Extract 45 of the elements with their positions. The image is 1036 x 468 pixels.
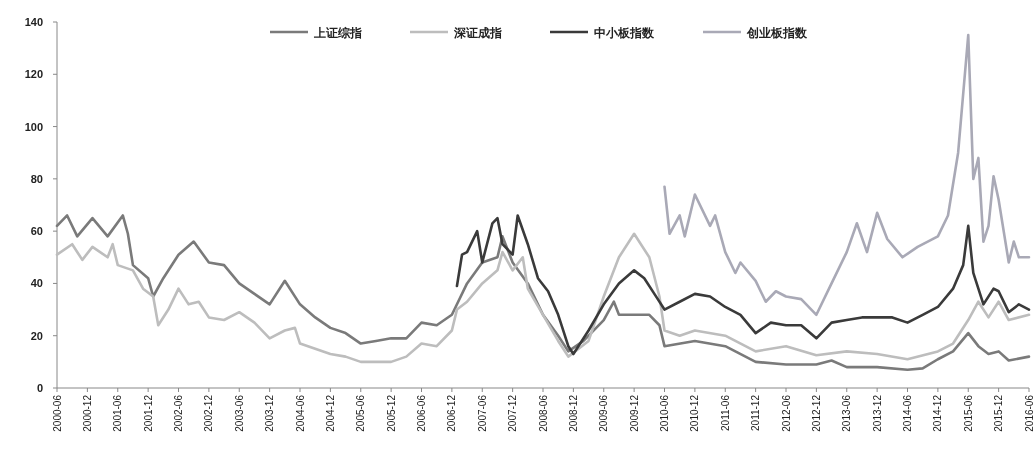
x-tick-label: 2003-12 <box>264 394 276 432</box>
x-tick-label: 2010-06 <box>659 394 670 432</box>
x-tick-label: 2003-06 <box>233 394 245 432</box>
x-tick-label: 2009-06 <box>598 394 610 432</box>
y-tick-label: 20 <box>30 329 43 342</box>
y-tick-label: 100 <box>24 120 43 133</box>
x-tick-label: 2002-06 <box>173 394 184 432</box>
x-tick-label: 2009-12 <box>628 394 640 432</box>
x-tick-label: 2008-06 <box>537 394 549 432</box>
x-tick-label: 2010-12 <box>689 394 701 432</box>
x-tick-label: 2001-06 <box>112 394 124 432</box>
x-tick-label: 2004-12 <box>324 394 336 432</box>
x-tick-label: 2013-12 <box>871 394 883 432</box>
y-tick-label: 140 <box>24 16 43 28</box>
x-tick-label: 2011-12 <box>750 394 762 431</box>
x-tick-label: 2008-12 <box>567 394 579 432</box>
x-tick-label: 2012-06 <box>780 394 792 432</box>
y-tick-label: 80 <box>30 172 43 185</box>
legend-label: 中小板指数 <box>594 25 655 40</box>
x-tick-label: 2002-12 <box>203 394 215 432</box>
legend-label: 创业板指数 <box>746 25 808 40</box>
x-tick-label: 2013-06 <box>841 394 853 432</box>
x-tick-label: 2014-06 <box>902 394 913 432</box>
legend-label: 深证成指 <box>453 25 502 40</box>
x-tick-label: 2006-06 <box>416 394 427 432</box>
x-tick-label: 2012-12 <box>810 394 822 432</box>
x-tick-label: 2011-06 <box>719 394 731 431</box>
x-tick-label: 2000-06 <box>51 394 63 432</box>
x-tick-label: 2005-12 <box>385 394 397 432</box>
y-tick-label: 0 <box>36 382 43 394</box>
y-tick-label: 60 <box>30 225 43 238</box>
x-tick-label: 2006-12 <box>446 394 458 432</box>
x-tick-label: 2007-12 <box>507 394 519 432</box>
y-tick-label: 40 <box>30 277 43 290</box>
y-tick-label: 120 <box>24 68 43 81</box>
legend-label: 上证综指 <box>313 25 362 40</box>
x-tick-label: 2001-12 <box>142 394 154 432</box>
x-tick-label: 2000-12 <box>81 394 93 432</box>
x-tick-label: 2004-06 <box>294 394 306 432</box>
x-tick-label: 2015-12 <box>993 394 1005 432</box>
x-tick-label: 2014-12 <box>932 394 944 432</box>
x-tick-label: 2007-06 <box>476 394 488 432</box>
x-tick-label: 2016-06 <box>1023 394 1035 432</box>
x-tick-label: 2015-06 <box>962 394 974 432</box>
x-tick-label: 2005-06 <box>355 394 367 432</box>
